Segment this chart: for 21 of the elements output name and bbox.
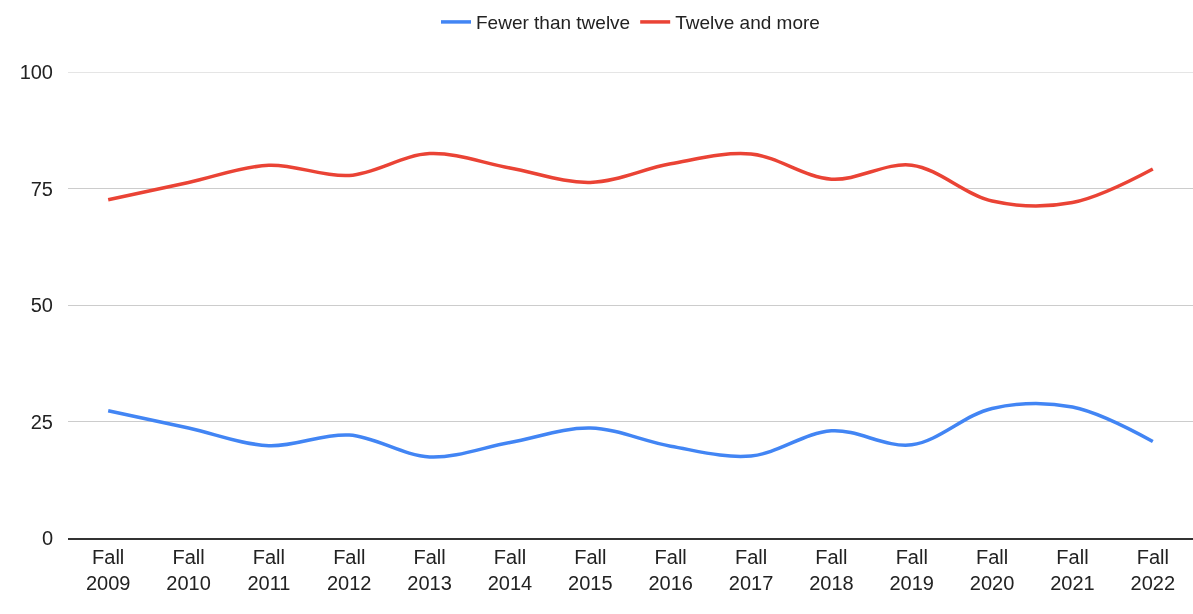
x-tick-label: Fall 2019	[889, 545, 934, 594]
y-tick-label: 100	[19, 61, 53, 83]
x-tick-label: Fall 2022	[1130, 545, 1176, 594]
x-tick-label: Fall 2012	[327, 545, 372, 594]
x-tick-label: Fall 2016	[648, 545, 693, 594]
y-tick-label: 25	[30, 410, 53, 433]
y-tick-label: 0	[41, 527, 53, 549]
x-tick-label: Fall 2020	[969, 545, 1015, 594]
x-tick-label: Fall 2015	[568, 545, 613, 594]
x-tick-label: Fall 2014	[487, 545, 533, 594]
y-tick-label: 75	[30, 177, 53, 200]
x-tick-label: Fall 2017	[728, 545, 774, 594]
x-tick-label: Fall 2011	[247, 545, 291, 594]
x-tick-label: Fall 2013	[407, 545, 452, 594]
x-tick-label: Fall 2018	[809, 545, 854, 594]
x-tick-label: Fall 2021	[1050, 545, 1095, 594]
legend-label: Twelve and more	[675, 12, 820, 34]
x-tick-label: Fall 2009	[85, 545, 131, 594]
legend-label: Fewer than twelve	[476, 12, 631, 34]
y-tick-label: 50	[30, 294, 53, 316]
x-tick-label: Fall 2010	[166, 545, 211, 594]
